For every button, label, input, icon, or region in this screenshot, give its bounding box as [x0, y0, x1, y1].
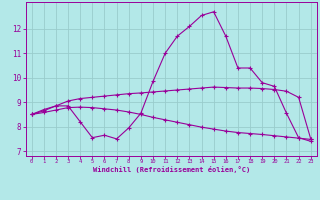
X-axis label: Windchill (Refroidissement éolien,°C): Windchill (Refroidissement éolien,°C)	[92, 166, 250, 173]
